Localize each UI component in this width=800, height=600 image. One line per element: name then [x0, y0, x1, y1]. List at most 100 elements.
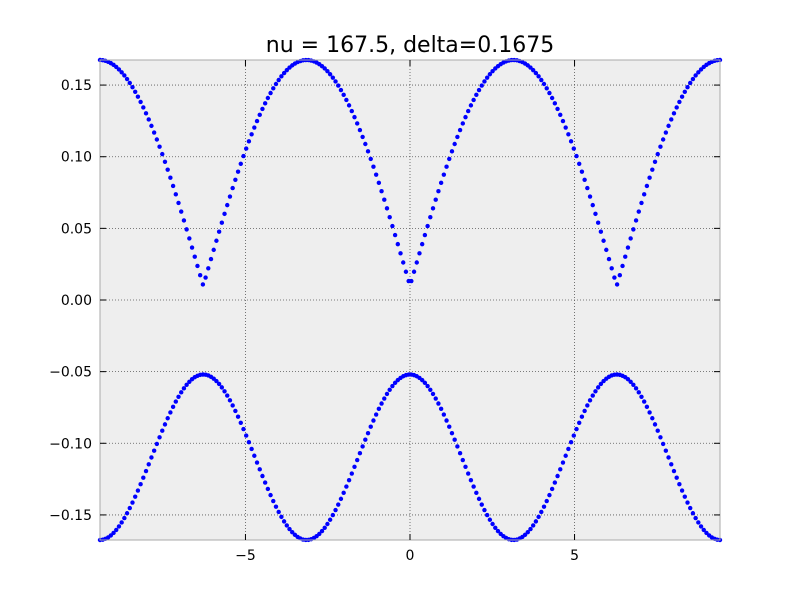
data-point-upper — [430, 206, 436, 211]
data-point-upper — [401, 260, 406, 265]
data-point-upper — [628, 236, 633, 241]
y-tick-label: −0.05 — [49, 365, 92, 381]
data-point-lower — [476, 496, 482, 502]
data-point-lower — [322, 525, 327, 530]
data-point-lower — [422, 380, 428, 386]
data-point-lower — [246, 440, 252, 445]
data-point-lower — [333, 507, 338, 513]
data-point-lower — [349, 471, 354, 476]
data-point-lower — [430, 391, 436, 397]
data-point-lower — [124, 511, 130, 516]
data-point-upper — [582, 177, 587, 182]
data-point-lower — [357, 451, 363, 456]
data-point-lower — [392, 380, 398, 386]
data-point-upper — [625, 245, 631, 250]
data-point-upper — [411, 269, 417, 274]
chart-title: nu = 167.5, delta=0.1675 — [266, 33, 554, 58]
data-point-lower — [566, 446, 571, 452]
data-point-lower — [419, 377, 425, 383]
data-point-upper — [541, 81, 547, 87]
data-point-upper — [346, 103, 352, 108]
data-point-upper — [539, 77, 544, 83]
data-point-lower — [493, 525, 498, 530]
data-point-upper — [585, 185, 590, 191]
data-point-upper — [244, 146, 249, 151]
data-point-lower — [281, 519, 287, 524]
data-point-lower — [455, 444, 460, 449]
data-point-upper — [336, 83, 341, 88]
data-point-lower — [639, 394, 644, 399]
data-point-lower — [257, 467, 262, 472]
data-point-upper — [279, 74, 284, 79]
data-point-upper — [268, 90, 273, 96]
data-point-upper — [368, 156, 373, 162]
data-point-lower — [284, 523, 290, 528]
data-point-lower — [149, 455, 154, 460]
data-point-upper — [563, 125, 568, 130]
data-point-upper — [474, 92, 479, 98]
data-point-upper — [135, 94, 141, 99]
data-point-lower — [590, 393, 595, 398]
data-point-upper — [119, 70, 124, 75]
data-point-lower — [484, 512, 490, 518]
data-point-upper — [149, 123, 154, 129]
data-point-lower — [522, 532, 528, 538]
data-point-upper — [141, 105, 146, 110]
data-point-upper — [403, 269, 409, 274]
data-point-lower — [644, 404, 650, 410]
data-point-lower — [230, 403, 235, 408]
data-point-upper — [655, 151, 660, 157]
data-point-upper — [363, 141, 368, 147]
data-point-lower — [669, 462, 674, 467]
data-point-lower — [658, 435, 663, 440]
data-point-lower — [241, 426, 246, 432]
data-point-lower — [468, 477, 474, 483]
data-point-lower — [447, 424, 452, 429]
data-point-lower — [528, 526, 533, 532]
data-point-lower — [254, 460, 260, 465]
data-point-upper — [639, 200, 644, 206]
data-point-upper — [460, 121, 465, 126]
data-point-lower — [552, 480, 558, 485]
data-point-upper — [151, 130, 157, 135]
data-point-lower — [238, 420, 243, 425]
data-point-lower — [138, 482, 143, 487]
data-point-upper — [241, 153, 246, 159]
data-point-lower — [698, 524, 704, 529]
data-point-lower — [555, 473, 560, 479]
data-point-upper — [471, 97, 476, 103]
data-point-lower — [252, 453, 257, 458]
data-point-upper — [679, 94, 685, 99]
data-point-lower — [479, 502, 484, 507]
tick-marks: −5 0 5 0.15 0.10 0.05 0.00 −0.05 −0.10 −0.15 — [49, 60, 720, 564]
data-point-upper — [479, 83, 484, 88]
data-point-lower — [636, 390, 641, 395]
data-point-upper — [197, 273, 203, 278]
data-point-lower — [628, 379, 633, 384]
data-point-upper — [357, 127, 363, 133]
data-point-upper — [555, 106, 560, 112]
data-point-upper — [593, 211, 598, 217]
data-point-lower — [384, 391, 390, 397]
data-point-upper — [365, 149, 371, 154]
data-point-upper — [441, 172, 447, 177]
data-point-lower — [130, 500, 135, 505]
y-tick-label: 0.15 — [61, 78, 92, 94]
data-point-upper — [669, 117, 674, 122]
data-point-lower — [425, 383, 430, 389]
data-point-lower — [146, 462, 151, 467]
data-point-upper — [674, 105, 679, 110]
data-point-lower — [390, 383, 395, 389]
data-point-upper — [271, 86, 276, 91]
data-point-lower — [260, 473, 265, 479]
data-point-upper — [636, 209, 641, 214]
plot-area: −5 0 5 0.15 0.10 0.05 0.00 −0.05 −0.10 −0.15 — [49, 57, 723, 564]
data-point-lower — [119, 520, 124, 525]
data-point-lower — [387, 387, 392, 392]
data-point-lower — [495, 528, 501, 534]
data-point-upper — [577, 161, 582, 166]
data-point-upper — [688, 80, 693, 86]
data-point-lower — [577, 420, 582, 425]
data-point-lower — [677, 482, 682, 487]
data-point-upper — [409, 278, 414, 284]
